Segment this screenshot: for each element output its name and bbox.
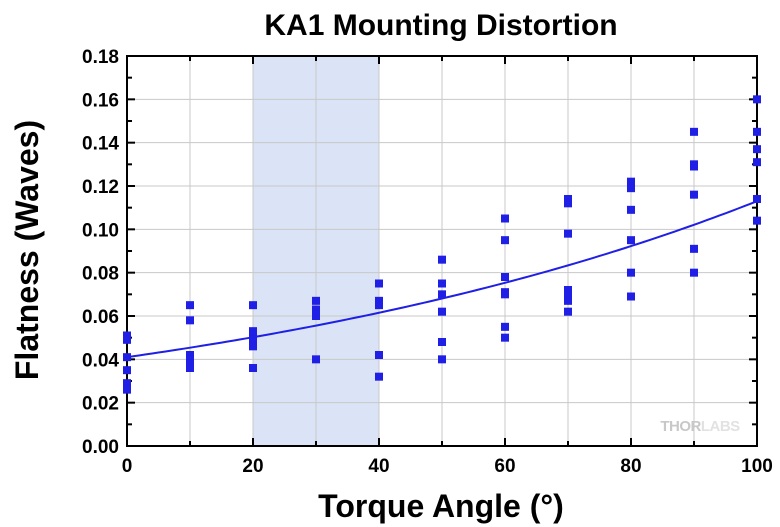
data-point	[438, 255, 446, 264]
data-point	[627, 292, 635, 301]
data-point	[627, 184, 635, 193]
data-point	[375, 296, 383, 305]
y-tick-label: 0.04	[82, 350, 119, 371]
watermark-thor: THOR	[660, 418, 701, 435]
data-point	[186, 301, 194, 310]
data-point	[186, 355, 194, 364]
thorlabs-watermark: THORLABS	[660, 418, 740, 435]
data-point	[249, 335, 257, 344]
data-point	[249, 331, 257, 340]
x-tick-label: 100	[741, 456, 773, 477]
y-tick-label: 0.14	[82, 134, 119, 155]
data-point	[564, 195, 572, 203]
data-point	[564, 296, 572, 305]
data-point	[123, 335, 131, 344]
data-point	[123, 385, 131, 394]
data-point	[249, 327, 257, 336]
data-point	[249, 364, 257, 372]
x-tick-label: 60	[494, 456, 515, 477]
data-point	[312, 355, 320, 364]
data-point	[753, 127, 761, 136]
y-tick-label: 0.18	[82, 47, 119, 68]
data-point	[501, 273, 509, 281]
data-point	[438, 338, 446, 346]
data-point	[186, 364, 194, 372]
data-point	[690, 162, 698, 171]
data-point	[627, 236, 635, 245]
data-point	[690, 127, 698, 136]
data-point	[501, 290, 509, 299]
data-point	[186, 316, 194, 325]
data-point	[753, 158, 761, 167]
data-point	[501, 333, 509, 342]
data-point	[501, 214, 509, 223]
chart-title: KA1 Mounting Distortion	[264, 9, 617, 42]
data-point	[627, 205, 635, 214]
data-point	[186, 351, 194, 359]
data-point	[753, 195, 761, 203]
grid-vertical	[189, 56, 695, 446]
y-tick-labels: 0.00 0.02 0.04 0.06 0.08 0.10 0.12 0.14 0.16 0.18	[82, 47, 119, 458]
data-point	[753, 145, 761, 154]
data-point	[375, 301, 383, 310]
x-tick-label: 80	[620, 456, 641, 477]
data-point	[564, 199, 572, 208]
data-point	[690, 244, 698, 253]
data-point	[312, 296, 320, 305]
data-point	[627, 268, 635, 277]
x-tick-label: 20	[242, 456, 263, 477]
data-point	[312, 305, 320, 314]
data-point	[438, 290, 446, 299]
y-tick-label: 0.06	[82, 307, 119, 328]
y-tick-label: 0.16	[82, 90, 119, 111]
data-point	[123, 366, 131, 375]
x-tick-label: 40	[368, 456, 389, 477]
data-point	[249, 342, 257, 351]
data-point	[627, 177, 635, 186]
data-point	[375, 279, 383, 288]
axis-ticks	[126, 55, 758, 447]
data-point	[249, 301, 257, 310]
data-points	[123, 95, 761, 394]
y-tick-label: 0.12	[82, 177, 119, 198]
data-point	[564, 286, 572, 294]
y-axis-title: Flatness (Waves)	[9, 120, 45, 380]
data-point	[375, 372, 383, 381]
x-tick-labels: 0 20 40 60 80 100	[122, 456, 773, 477]
y-tick-label: 0.10	[82, 220, 119, 241]
data-point	[312, 312, 320, 320]
data-point	[186, 359, 194, 368]
data-point	[690, 268, 698, 277]
fit-curve	[126, 200, 758, 359]
data-point	[123, 353, 131, 362]
data-point	[438, 307, 446, 316]
y-tick-label: 0.00	[82, 437, 119, 458]
data-point	[564, 307, 572, 316]
data-point	[690, 190, 698, 199]
data-point	[123, 379, 131, 388]
data-point	[123, 331, 131, 340]
data-point	[438, 279, 446, 288]
data-point	[501, 236, 509, 245]
data-point	[438, 355, 446, 364]
data-point	[564, 290, 572, 299]
data-point	[753, 216, 761, 225]
data-point	[564, 229, 572, 238]
data-point	[501, 322, 509, 331]
x-axis-title: Torque Angle (°)	[318, 488, 564, 524]
watermark-labs: LABS	[701, 418, 740, 435]
y-tick-label: 0.08	[82, 264, 119, 285]
data-point	[753, 95, 761, 104]
data-point	[375, 351, 383, 359]
x-tick-label: 0	[122, 456, 133, 477]
y-tick-label: 0.02	[82, 394, 119, 415]
